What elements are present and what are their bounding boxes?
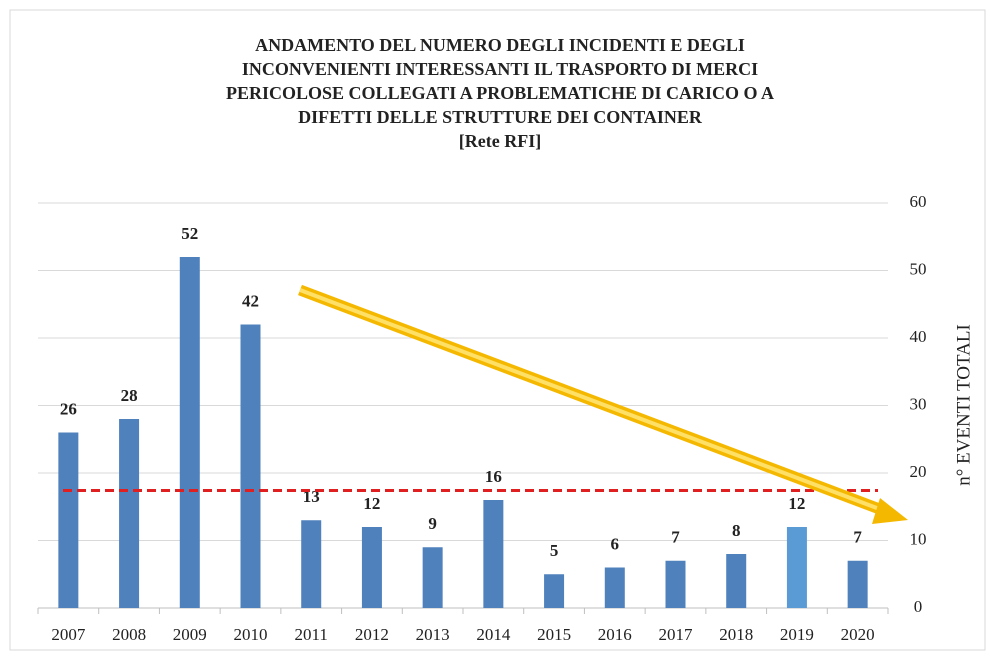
value-label: 5 — [550, 541, 559, 560]
value-label: 7 — [853, 528, 862, 547]
x-tick-label: 2016 — [598, 625, 632, 644]
x-tick-label: 2014 — [476, 625, 511, 644]
value-label: 12 — [788, 494, 805, 513]
bar — [58, 432, 79, 608]
x-tick-label: 2012 — [355, 625, 389, 644]
bar — [665, 560, 686, 608]
bar — [361, 527, 382, 608]
bar — [544, 574, 565, 608]
x-tick-label: 2011 — [295, 625, 328, 644]
x-tick-label: 2009 — [173, 625, 207, 644]
x-tick-label: 2019 — [780, 625, 814, 644]
chart-title: INCONVENIENTI INTERESSANTI IL TRASPORTO … — [242, 59, 758, 79]
y-tick-label: 30 — [910, 394, 927, 413]
y-tick-label: 20 — [910, 462, 927, 481]
value-label: 42 — [242, 291, 259, 310]
x-tick-label: 2008 — [112, 625, 146, 644]
bar — [726, 554, 747, 608]
value-label: 52 — [181, 224, 198, 243]
y-axis-label: n° EVENTI TOTALI — [953, 324, 974, 486]
value-label: 12 — [363, 494, 380, 513]
y-tick-label: 10 — [910, 529, 927, 548]
bar — [179, 257, 200, 608]
value-label: 28 — [121, 386, 138, 405]
bar — [604, 567, 625, 608]
y-tick-label: 50 — [910, 259, 927, 278]
x-tick-label: 2020 — [841, 625, 875, 644]
value-label: 8 — [732, 521, 741, 540]
chart-title: DIFETTI DELLE STRUTTURE DEI CONTAINER — [298, 107, 703, 127]
value-label: 26 — [60, 399, 77, 418]
y-tick-label: 40 — [910, 327, 927, 346]
value-label: 16 — [485, 467, 502, 486]
value-label: 7 — [671, 528, 680, 547]
chart-title: PERICOLOSE COLLEGATI A PROBLEMATICHE DI … — [226, 83, 774, 103]
x-tick-label: 2013 — [416, 625, 450, 644]
bar — [119, 419, 140, 608]
x-tick-label: 2018 — [719, 625, 753, 644]
bar — [240, 324, 261, 608]
bar — [847, 560, 868, 608]
y-tick-label: 60 — [910, 192, 927, 211]
x-tick-label: 2007 — [51, 625, 86, 644]
x-tick-label: 2010 — [234, 625, 268, 644]
bar — [483, 500, 504, 608]
bar — [301, 520, 322, 608]
bar — [422, 547, 443, 608]
chart-title: ANDAMENTO DEL NUMERO DEGLI INCIDENTI E D… — [255, 35, 745, 55]
x-tick-label: 2015 — [537, 625, 571, 644]
trend-arrow — [298, 284, 908, 524]
bar — [786, 527, 807, 608]
chart-subtitle: [Rete RFI] — [459, 131, 541, 151]
y-tick-label: 0 — [914, 597, 923, 616]
x-tick-label: 2017 — [659, 625, 694, 644]
value-label: 6 — [611, 534, 620, 553]
value-label: 9 — [428, 514, 437, 533]
